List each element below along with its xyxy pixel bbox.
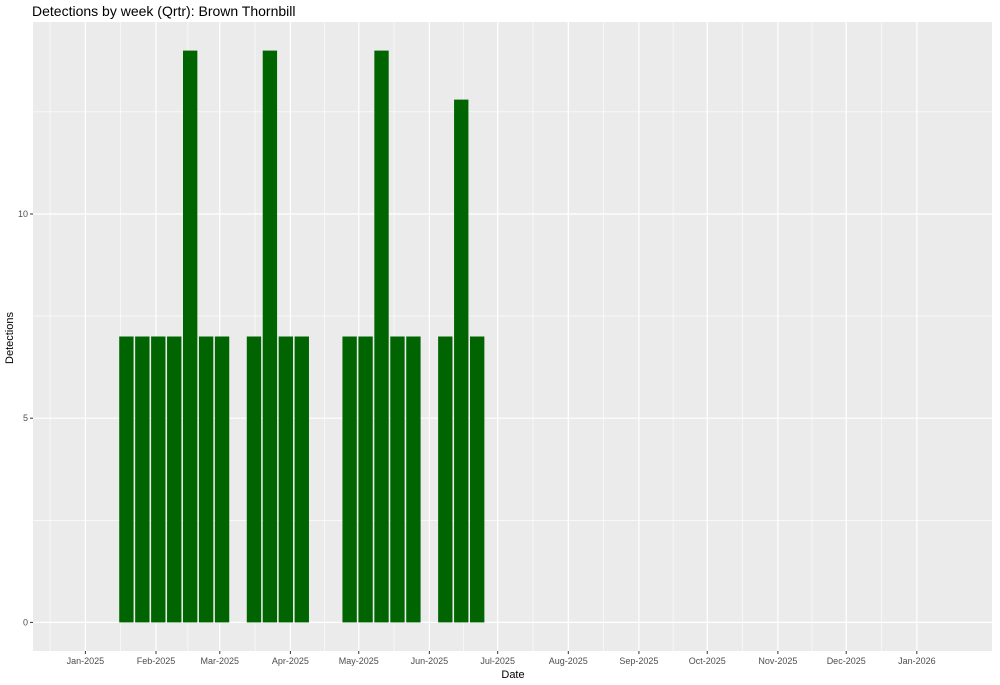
bars (119, 50, 485, 623)
bar (278, 336, 294, 623)
bar (454, 99, 469, 623)
x-axis: Jan-2025 Feb-2025 Mar-2025 Apr-2025 May-2025… (67, 651, 936, 666)
bar (135, 336, 150, 623)
bar (246, 336, 262, 623)
bar (262, 50, 278, 623)
x-axis-title: Date (501, 669, 524, 681)
x-tick-label: Apr-2025 (272, 656, 309, 666)
bar (167, 336, 182, 623)
bar (151, 336, 166, 623)
bar (438, 336, 453, 623)
bar (390, 336, 405, 623)
x-tick-label: Jul-2025 (480, 656, 515, 666)
x-tick-label: Oct-2025 (689, 656, 726, 666)
y-axis-title: Detections (4, 312, 16, 364)
x-tick-label: Nov-2025 (758, 656, 797, 666)
chart-title: Detections by week (Qrtr): Brown Thornbi… (32, 3, 296, 19)
x-tick-label: Mar-2025 (201, 656, 240, 666)
bar (294, 336, 309, 623)
bar (374, 50, 389, 623)
x-tick-label: Jan-2025 (67, 656, 105, 666)
y-tick-label: 10 (18, 209, 28, 219)
x-tick-label: May-2025 (339, 656, 379, 666)
bar (119, 336, 134, 623)
bar (406, 336, 421, 623)
y-axis: 0 5 10 (18, 209, 33, 627)
y-tick-label: 0 (23, 617, 28, 627)
bar (358, 336, 373, 623)
x-tick-label: Jan-2026 (898, 656, 936, 666)
y-tick-label: 5 (23, 413, 28, 423)
bar (183, 50, 198, 623)
bar (214, 336, 230, 623)
x-tick-label: Jun-2025 (411, 656, 449, 666)
bar (470, 336, 485, 623)
x-tick-label: Aug-2025 (549, 656, 588, 666)
x-tick-label: Dec-2025 (827, 656, 866, 666)
x-tick-label: Feb-2025 (137, 656, 176, 666)
x-tick-label: Sep-2025 (619, 656, 658, 666)
bar (198, 336, 214, 623)
bar (342, 336, 357, 623)
